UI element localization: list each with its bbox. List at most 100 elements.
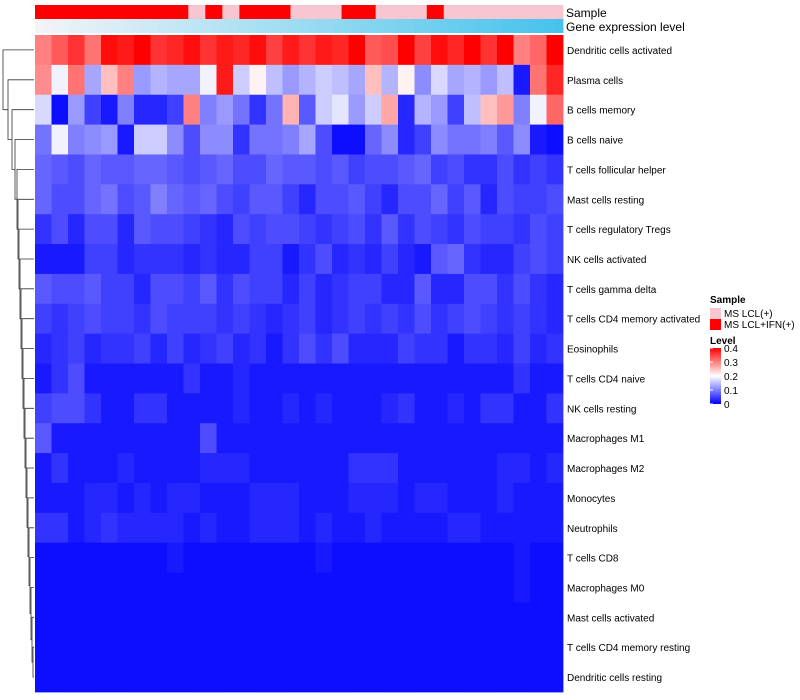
expression-annotation-cell xyxy=(492,19,502,33)
heatmap-cell xyxy=(51,423,69,454)
heatmap-cell xyxy=(431,184,448,215)
heatmap-cell xyxy=(299,94,316,125)
heatmap-cell xyxy=(200,303,217,335)
expression-annotation-cell xyxy=(281,19,291,33)
heatmap-cell xyxy=(233,214,250,245)
heatmap-cell xyxy=(68,662,85,693)
heatmap-cell xyxy=(315,363,333,394)
heatmap-cell xyxy=(348,453,366,484)
heatmap-cell xyxy=(414,512,432,544)
heatmap-cell xyxy=(117,154,135,185)
heatmap-cell xyxy=(497,542,514,573)
expression-annotation-cell xyxy=(334,19,344,33)
heatmap-cell xyxy=(464,35,481,66)
heatmap-cell xyxy=(381,154,399,185)
sample-annotation-cell xyxy=(409,5,428,19)
heatmap-cell xyxy=(200,512,217,544)
heatmap-cell xyxy=(530,35,547,66)
heatmap-cell xyxy=(431,453,448,484)
heatmap-cell xyxy=(117,423,135,454)
expression-annotation-cell xyxy=(457,19,467,33)
heatmap-cell xyxy=(332,453,349,484)
heatmap-cell xyxy=(282,184,300,215)
heatmap-cell xyxy=(464,482,481,514)
heatmap-cell xyxy=(183,184,201,215)
heatmap-cell xyxy=(216,393,234,424)
heatmap-cell xyxy=(497,303,514,335)
expression-annotation-cell xyxy=(237,19,247,33)
heatmap-cell xyxy=(134,94,151,125)
expression-annotation-cell xyxy=(431,19,441,33)
heatmap-cell xyxy=(398,363,415,394)
heatmap-cell xyxy=(480,512,498,544)
heatmap-cell xyxy=(365,423,382,454)
heatmap-cell xyxy=(447,244,465,275)
sample-annotation-cell xyxy=(154,5,172,19)
heatmap-cell xyxy=(200,632,217,663)
heatmap-cell xyxy=(431,94,448,125)
heatmap-cell xyxy=(315,273,333,305)
heatmap-cell xyxy=(447,363,465,394)
heatmap-cell xyxy=(282,662,300,693)
heatmap-cell xyxy=(464,94,481,125)
legend-sample-items: MS LCL(+)MS LCL+IFN(+) xyxy=(710,308,795,331)
expression-annotation-cell xyxy=(316,19,326,33)
heatmap-cell xyxy=(480,333,498,364)
heatmap-cell xyxy=(497,64,514,96)
heatmap-cell xyxy=(381,244,399,275)
heatmap-cell xyxy=(513,363,531,394)
heatmap-cell xyxy=(299,303,316,335)
heatmap-cell xyxy=(117,214,135,245)
heatmap-cell xyxy=(134,273,151,305)
heatmap-cell xyxy=(414,662,432,693)
heatmap-cell xyxy=(233,572,250,603)
heatmap-cell xyxy=(480,602,498,633)
heatmap-cell xyxy=(117,363,135,394)
heatmap-cell xyxy=(51,632,69,663)
heatmap-cell xyxy=(51,333,69,364)
heatmap-cell xyxy=(546,214,564,245)
heatmap-cell xyxy=(398,184,415,215)
expression-annotation-cell xyxy=(387,19,397,33)
heatmap-cell xyxy=(414,602,432,633)
heatmap-cell xyxy=(530,453,547,484)
heatmap-cell xyxy=(332,363,349,394)
heatmap-cell xyxy=(381,363,399,394)
expression-annotation-cell xyxy=(448,19,458,33)
heatmap-cell xyxy=(183,423,201,454)
heatmap-cell xyxy=(51,124,69,155)
heatmap-cell xyxy=(332,662,349,693)
heatmap-cell xyxy=(332,632,349,663)
heatmap-cell xyxy=(117,244,135,275)
heatmap-cells xyxy=(35,35,564,693)
heatmap-cell xyxy=(365,35,382,66)
heatmap-cell xyxy=(447,303,465,335)
heatmap-cell xyxy=(216,64,234,96)
heatmap-cell xyxy=(530,94,547,125)
heatmap-cell xyxy=(398,423,415,454)
heatmap-cell xyxy=(266,35,283,66)
level-tick-labels: 0.4 0.3 0.2 0.1 0 xyxy=(710,344,738,411)
heatmap-cell xyxy=(513,453,531,484)
heatmap-cell xyxy=(134,632,151,663)
heatmap-cell xyxy=(200,35,217,66)
sample-annotation-cell xyxy=(171,5,189,19)
heatmap-cell xyxy=(84,333,102,364)
heatmap-cell xyxy=(431,423,448,454)
heatmap-cell xyxy=(398,64,415,96)
sample-annotation-cell xyxy=(120,5,138,19)
heatmap-cell xyxy=(35,184,52,215)
heatmap-cell xyxy=(414,333,432,364)
heatmap-cell xyxy=(68,184,85,215)
heatmap-cell xyxy=(464,662,481,693)
heatmap-cell xyxy=(216,453,234,484)
expression-annotation-cell xyxy=(43,19,53,33)
heatmap-cell xyxy=(167,214,184,245)
heatmap-cell xyxy=(134,333,151,364)
dendrogram-branch xyxy=(2,49,34,111)
heatmap-cell xyxy=(497,35,514,66)
heatmap-cell xyxy=(134,244,151,275)
heatmap-cell xyxy=(282,572,300,603)
heatmap-cell xyxy=(84,572,102,603)
